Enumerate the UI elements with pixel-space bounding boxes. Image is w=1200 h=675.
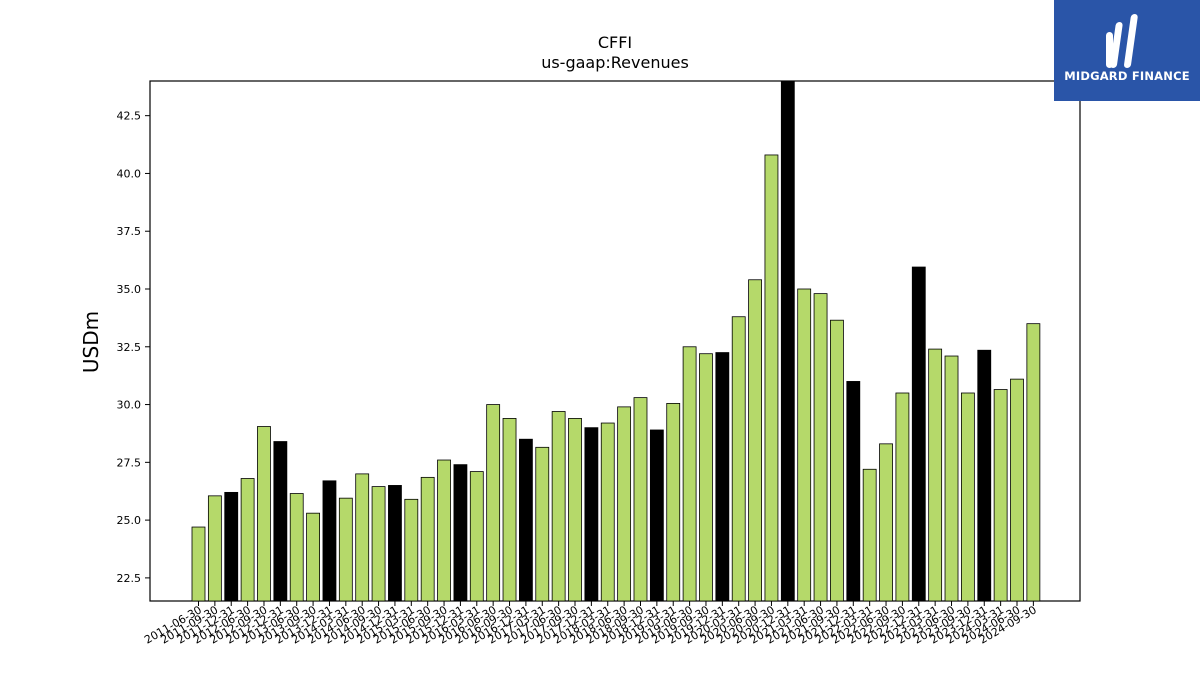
chart-title: CFFI [598, 33, 632, 52]
bar-2018-06-30 [617, 406, 632, 602]
bar-2011-06-30 [191, 526, 206, 602]
bar-2015-09-30 [437, 459, 451, 602]
brand-name: MIDGARD FINANCE [1064, 69, 1190, 83]
bar-2015-03-31 [404, 498, 419, 602]
bar-2014-09-30 [371, 486, 386, 602]
bar-2023-09-30 [960, 392, 975, 602]
bar-2022-09-30 [895, 392, 910, 602]
brand-logo: MIDGARD FINANCE [1054, 0, 1200, 101]
bar-2023-03-31 [928, 348, 943, 602]
bar-2012-09-30 [257, 426, 271, 602]
bar-2014-03-31 [338, 497, 353, 602]
bar-2023-12-31 [977, 349, 992, 602]
bar-2018-09-30 [633, 397, 648, 602]
bar-2016-06-30 [486, 404, 501, 602]
bar-2021-09-30 [830, 319, 844, 602]
bar-2013-09-30 [306, 512, 320, 602]
bar-2014-06-30 [355, 473, 370, 602]
y-tick-label: 37.5 [117, 225, 142, 238]
chart-subtitle: us-gaap:Revenues [541, 53, 689, 72]
y-tick-label: 30.0 [117, 399, 142, 412]
bar-2021-03-31 [797, 288, 812, 602]
bar-2013-06-30 [289, 493, 304, 602]
bar-2020-09-30 [764, 154, 779, 602]
bar-2019-03-31 [666, 402, 681, 602]
bar-2012-06-30 [240, 478, 255, 602]
bar-2022-06-30 [879, 443, 893, 602]
bar-2015-06-30 [420, 476, 435, 602]
bar-2019-09-30 [699, 353, 713, 602]
bar-2021-12-31 [846, 381, 861, 602]
y-tick-label: 35.0 [117, 283, 142, 296]
bar-2017-06-30 [551, 411, 566, 602]
bar-2012-12-31 [273, 441, 288, 602]
bar-2023-06-30 [944, 355, 959, 602]
bar-2024-03-31 [993, 389, 1008, 602]
y-tick-label: 22.5 [117, 572, 142, 585]
bar-2021-06-30 [813, 293, 828, 602]
y-tick-label: 42.5 [117, 110, 142, 123]
bar-2019-06-30 [682, 346, 697, 602]
bar-2016-12-31 [519, 438, 533, 602]
bar-2017-09-30 [568, 418, 582, 602]
y-axis-ticks: 22.5 25.0 27.5 30.0 32.5 35.0 37.5 40.0 42.5 [117, 110, 150, 585]
bar-2017-12-31 [584, 427, 599, 602]
y-tick-label: 27.5 [117, 456, 142, 469]
bar-2024-09-30 [1026, 323, 1041, 602]
x-axis-ticks: 2011-06-302011-09-302011-12-312012-06-30… [142, 601, 1039, 647]
y-tick-label: 25.0 [117, 514, 142, 527]
bar-2018-03-31 [600, 422, 615, 602]
bar-2019-12-31 [715, 352, 730, 602]
bar-2014-12-31 [388, 485, 402, 602]
bar-2016-03-31 [469, 471, 484, 602]
bar-2020-12-31 [780, 80, 795, 602]
bars-group [191, 80, 1041, 602]
bar-2011-12-31 [224, 491, 239, 602]
bar-2022-12-31 [911, 266, 926, 602]
bar-2020-06-30 [748, 279, 762, 602]
bar-2013-12-31 [322, 480, 337, 602]
bar-2020-03-31 [731, 316, 746, 602]
plot-area-frame [149, 80, 1081, 602]
bar-2018-12-31 [649, 429, 664, 602]
y-axis-label: USDm [79, 311, 103, 373]
bar-2024-06-30 [1010, 378, 1024, 602]
y-tick-label: 32.5 [117, 341, 142, 354]
midgard-logo-icon [1106, 14, 1138, 68]
bar-2015-12-31 [453, 464, 468, 602]
bar-2017-03-31 [535, 446, 550, 602]
bar-2011-09-30 [207, 495, 222, 602]
bar-2016-09-30 [502, 418, 517, 602]
bar-2022-03-31 [862, 468, 877, 602]
y-tick-label: 40.0 [117, 167, 142, 180]
